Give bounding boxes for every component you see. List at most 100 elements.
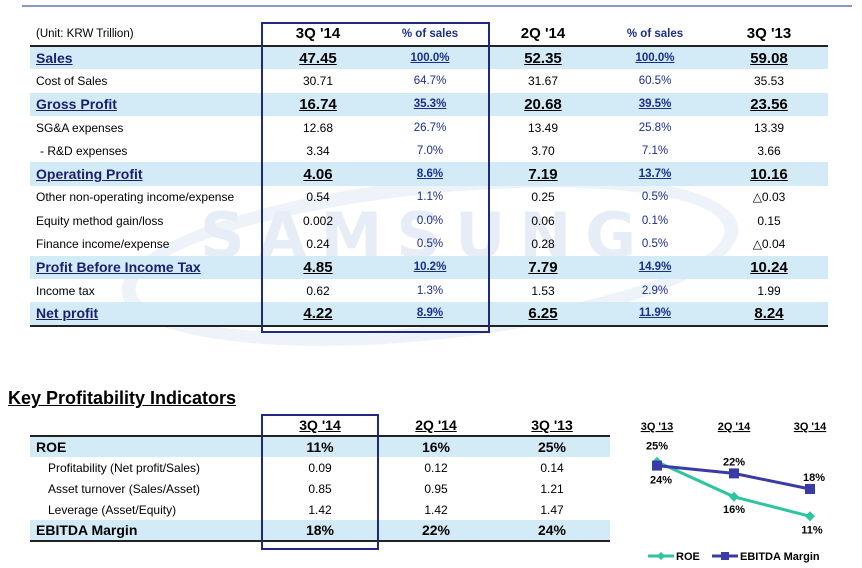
other-non-operating-pct-2q14: 0.5% xyxy=(641,191,669,204)
income-statement-table: (Unit: KRW Trillion) 3Q '14 % of sales 2… xyxy=(30,22,828,327)
roe-point xyxy=(729,491,739,502)
legend-ebitda-marker xyxy=(721,552,729,560)
operating-profit-value-2q14: 7.19 xyxy=(486,162,600,186)
kpi-header-empty xyxy=(30,414,262,437)
sales-pct-3q14: 100.0% xyxy=(374,46,486,70)
leverage-value-3q13: 1.47 xyxy=(540,502,564,517)
kpi-title: Key Profitability Indicators xyxy=(8,388,237,408)
rd-expenses-value-3q14: 3.34 xyxy=(306,143,330,158)
legend-roe-label: ROE xyxy=(676,551,700,563)
gross-profit-pct-3q14: 35.3% xyxy=(374,92,486,116)
cost-of-sales-pct-3q14: 64.7% xyxy=(413,74,447,87)
equity-method-label: Equity method gain/loss xyxy=(36,213,164,228)
leverage-label: Leverage (Asset/Equity) xyxy=(48,502,177,517)
equity-method-pct-3q14: 0.0% xyxy=(416,214,444,227)
col-2q14: 2Q '14 xyxy=(486,22,600,47)
kpi-col-2q14: 2Q '14 xyxy=(378,414,494,437)
cost-of-sales-label: Cost of Sales xyxy=(36,73,108,88)
ebitda-margin-point xyxy=(729,468,739,479)
roe-value-2q14: 16% xyxy=(378,436,494,457)
sga-expenses-value-3q13: 13.39 xyxy=(753,120,785,135)
legend-roe-marker xyxy=(657,552,665,560)
rd-expenses-value-3q13: 3.66 xyxy=(757,143,781,158)
roe-value-3q13: 25% xyxy=(494,436,610,457)
profit-before-tax-pct-3q14: 10.2% xyxy=(374,255,486,279)
ebitda-margin-point xyxy=(805,484,815,494)
net-profit-pct-3q14: 8.9% xyxy=(374,302,486,327)
data-label-ebitda: 18% xyxy=(803,472,825,484)
profitability-value-2q14: 0.12 xyxy=(424,460,448,475)
sales-value-2q14: 52.35 xyxy=(486,46,600,70)
other-non-operating-label: Other non-operating income/expense xyxy=(36,190,235,205)
income-row-income-tax: Income tax 0.62 1.3% 1.53 2.9% 1.99 xyxy=(30,279,828,302)
asset-turnover-value-3q13: 1.21 xyxy=(540,481,564,496)
col-3q14: 3Q '14 xyxy=(262,22,374,47)
kpi-col-3q14: 3Q '14 xyxy=(262,414,378,437)
finance-income-label: Finance income/expense xyxy=(36,237,170,252)
asset-turnover-value-3q14: 0.85 xyxy=(308,481,332,496)
profit-before-tax-value-2q14: 7.79 xyxy=(486,255,600,279)
legend-ebitda-label: EBITDA Margin xyxy=(740,551,820,563)
net-profit-value-2q14: 6.25 xyxy=(486,302,600,327)
income-header-row: (Unit: KRW Trillion) 3Q '14 % of sales 2… xyxy=(30,22,828,47)
income-row-net-profit: Net profit 4.22 8.9% 6.25 11.9% 8.24 xyxy=(30,302,828,327)
equity-method-pct-2q14: 0.1% xyxy=(641,214,669,227)
kpi-row-asset-turnover: Asset turnover (Sales/Asset) 0.85 0.95 1.21 xyxy=(30,478,610,499)
profit-before-tax-pct-2q14: 14.9% xyxy=(600,255,710,279)
kpi-table: 3Q '14 2Q '14 3Q '13 ROE 11% 16% 25% Profita… xyxy=(30,414,610,542)
rd-expenses-label: - R&D expenses xyxy=(40,143,128,158)
operating-profit-value-3q13: 10.16 xyxy=(710,162,828,186)
top-rule xyxy=(22,5,852,7)
income-tax-value-3q13: 1.99 xyxy=(757,283,781,298)
rd-expenses-pct-2q14: 7.1% xyxy=(641,144,669,157)
col-pct-2q14: % of sales xyxy=(600,22,710,47)
sga-expenses-value-3q14: 12.68 xyxy=(302,120,334,135)
leverage-value-2q14: 1.42 xyxy=(424,502,448,517)
data-label-ebitda: 22% xyxy=(723,456,745,468)
income-row-other-non-operating: Other non-operating income/expense 0.54 1.… xyxy=(30,186,828,209)
cost-of-sales-value-2q14: 31.67 xyxy=(527,73,559,88)
operating-profit-label: Operating Profit xyxy=(30,162,262,186)
ebitda-margin-value-2q14: 22% xyxy=(378,520,494,542)
col-pct-3q14: % of sales xyxy=(374,22,486,47)
profitability-value-3q13: 0.14 xyxy=(540,460,564,475)
income-row-profit-before-tax: Profit Before Income Tax 4.85 10.2% 7.79 14.… xyxy=(30,255,828,279)
ebitda-margin-label: EBITDA Margin xyxy=(30,520,262,542)
sales-pct-2q14: 100.0% xyxy=(600,46,710,70)
profit-before-tax-value-3q14: 4.85 xyxy=(262,255,374,279)
profitability-line-chart: 3Q '13 2Q '14 3Q '14 25% 16% 11% 24% 22% 18% ROE E… xyxy=(641,421,827,563)
ebitda-margin-value-3q13: 24% xyxy=(494,520,610,542)
chart-category-label: 3Q '13 xyxy=(641,421,674,433)
data-label-roe: 16% xyxy=(723,504,745,516)
ebitda-margin-value-3q14: 18% xyxy=(262,520,378,542)
other-non-operating-pct-3q14: 1.1% xyxy=(416,191,444,204)
finance-income-value-3q13: △0.04 xyxy=(752,237,786,252)
chart-category-label: 2Q '14 xyxy=(718,421,751,433)
kpi-row-leverage: Leverage (Asset/Equity) 1.42 1.42 1.47 xyxy=(30,499,610,520)
operating-profit-value-3q14: 4.06 xyxy=(262,162,374,186)
profit-before-tax-label: Profit Before Income Tax xyxy=(30,255,262,279)
operating-profit-pct-3q14: 8.6% xyxy=(374,162,486,186)
roe-point xyxy=(805,511,815,522)
profitability-value-3q14: 0.09 xyxy=(308,460,332,475)
income-row-cost-of-sales: Cost of Sales 30.71 64.7% 31.67 60.5% 35.53 xyxy=(30,69,828,92)
income-row-gross-profit: Gross Profit 16.74 35.3% 20.68 39.5% 23.56 xyxy=(30,92,828,116)
rd-expenses-value-2q14: 3.70 xyxy=(531,143,555,158)
rd-expenses-pct-3q14: 7.0% xyxy=(416,144,444,157)
gross-profit-value-3q14: 16.74 xyxy=(262,92,374,116)
roe-label: ROE xyxy=(30,436,262,457)
finance-income-pct-3q14: 0.5% xyxy=(416,238,444,251)
kpi-row-profitability: Profitability (Net profit/Sales) 0.09 0.12… xyxy=(30,457,610,478)
unit-label: (Unit: KRW Trillion) xyxy=(30,22,262,47)
profit-before-tax-value-3q13: 10.24 xyxy=(710,255,828,279)
kpi-row-ebitda-margin: EBITDA Margin 18% 22% 24% xyxy=(30,520,610,542)
finance-income-value-2q14: 0.28 xyxy=(531,237,555,252)
sga-expenses-pct-2q14: 25.8% xyxy=(638,121,672,134)
equity-method-value-3q13: 0.15 xyxy=(757,213,781,228)
net-profit-value-3q13: 8.24 xyxy=(710,302,828,327)
gross-profit-value-3q13: 23.56 xyxy=(710,92,828,116)
roe-value-3q14: 11% xyxy=(262,436,378,457)
sales-value-3q13: 59.08 xyxy=(710,46,828,70)
data-label-roe: 11% xyxy=(801,524,823,536)
finance-income-pct-2q14: 0.5% xyxy=(641,238,669,251)
